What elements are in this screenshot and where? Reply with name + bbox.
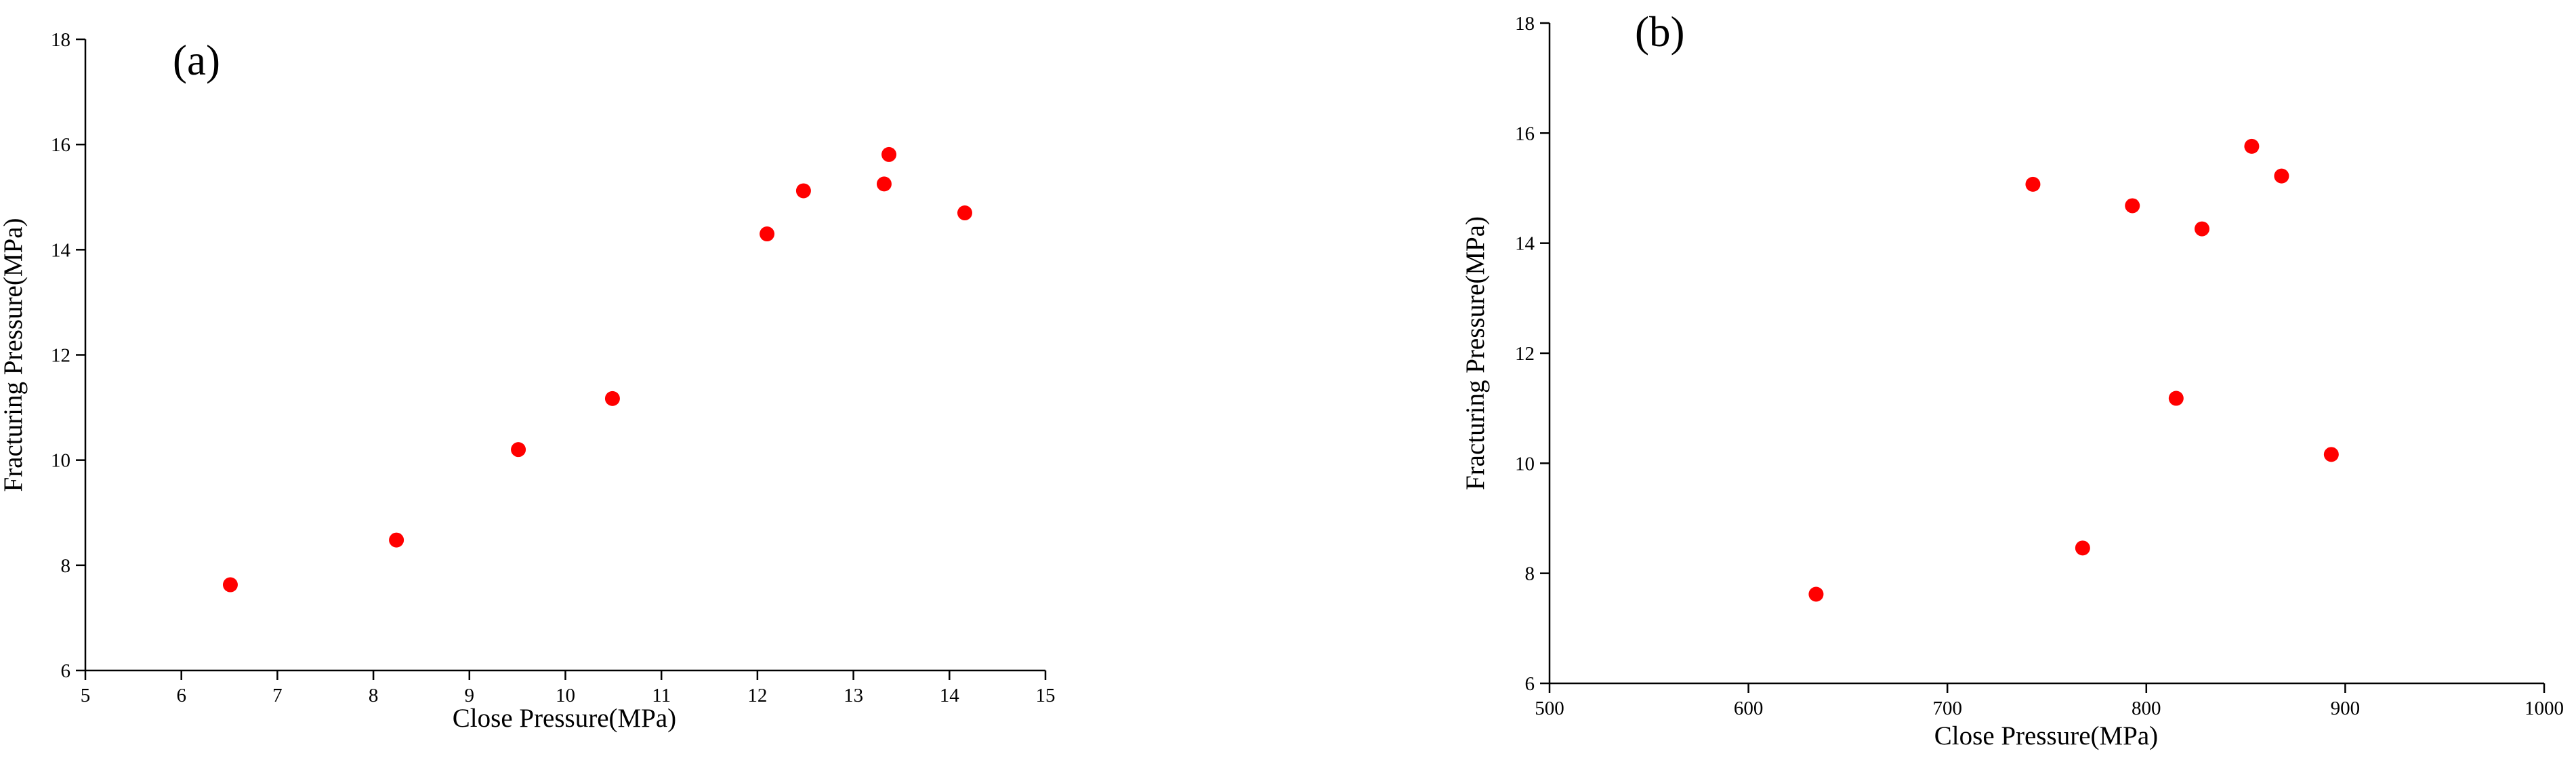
y-tick-label: 18 <box>51 29 70 51</box>
y-tick-label: 10 <box>51 450 70 472</box>
y-tick-label: 14 <box>51 239 71 261</box>
y-tick-label: 8 <box>61 555 71 577</box>
y-tick-label: 16 <box>51 134 70 156</box>
point <box>2274 168 2289 184</box>
y-tick-label: 6 <box>1525 673 1535 695</box>
x-tick-label: 800 <box>2132 698 2161 719</box>
x-tick-label: 13 <box>844 685 863 706</box>
x-tick-label: 10 <box>556 685 575 706</box>
point <box>881 146 897 162</box>
x-axis-title: Close Pressure(MPa) <box>453 704 676 733</box>
point <box>957 205 972 221</box>
x-tick-label: 1000 <box>2525 698 2564 719</box>
point <box>1808 586 1824 602</box>
x-tick-label: 15 <box>1036 685 1056 706</box>
y-tick-label: 10 <box>1515 453 1535 475</box>
point <box>2125 198 2140 214</box>
point <box>760 226 775 242</box>
x-tick-label: 12 <box>747 685 767 706</box>
x-tick-label: 14 <box>940 685 960 706</box>
point <box>2244 138 2260 154</box>
point <box>2323 447 2339 462</box>
point <box>604 390 620 406</box>
point <box>511 442 526 458</box>
x-axis-title: Close Pressure(MPa) <box>1934 721 2158 750</box>
y-tick-label: 14 <box>1515 233 1535 255</box>
point <box>795 183 811 199</box>
x-tick-label: 900 <box>2331 698 2361 719</box>
x-tick-label: 600 <box>1734 698 1764 719</box>
y-tick-label: 16 <box>1515 123 1535 144</box>
point <box>2168 390 2184 406</box>
y-tick-label: 12 <box>51 345 70 367</box>
y-tick-label: 18 <box>1515 13 1535 35</box>
y-tick-label: 12 <box>1515 343 1535 365</box>
y-tick-label: 6 <box>61 660 71 682</box>
x-tick-label: 6 <box>176 685 186 706</box>
x-tick-label: 7 <box>272 685 283 706</box>
point <box>876 176 892 192</box>
x-tick-label: 11 <box>652 685 671 706</box>
point <box>2025 176 2041 192</box>
point <box>389 532 404 548</box>
y-axis-title: Fracturing Pressure(MPa) <box>0 218 28 492</box>
point <box>2195 221 2210 237</box>
x-tick-label: 9 <box>465 685 475 706</box>
x-tick-label: 8 <box>369 685 379 706</box>
annotation: (b) <box>1635 8 1684 56</box>
annotation: (a) <box>173 37 220 84</box>
x-tick-label: 700 <box>1932 698 1962 719</box>
y-tick-label: 8 <box>1525 563 1535 585</box>
point <box>2075 540 2090 556</box>
y-axis-title: Fracturing Pressure(MPa) <box>1461 216 1490 490</box>
x-tick-label: 500 <box>1535 698 1564 719</box>
x-tick-label: 5 <box>81 685 91 706</box>
point <box>222 577 238 593</box>
